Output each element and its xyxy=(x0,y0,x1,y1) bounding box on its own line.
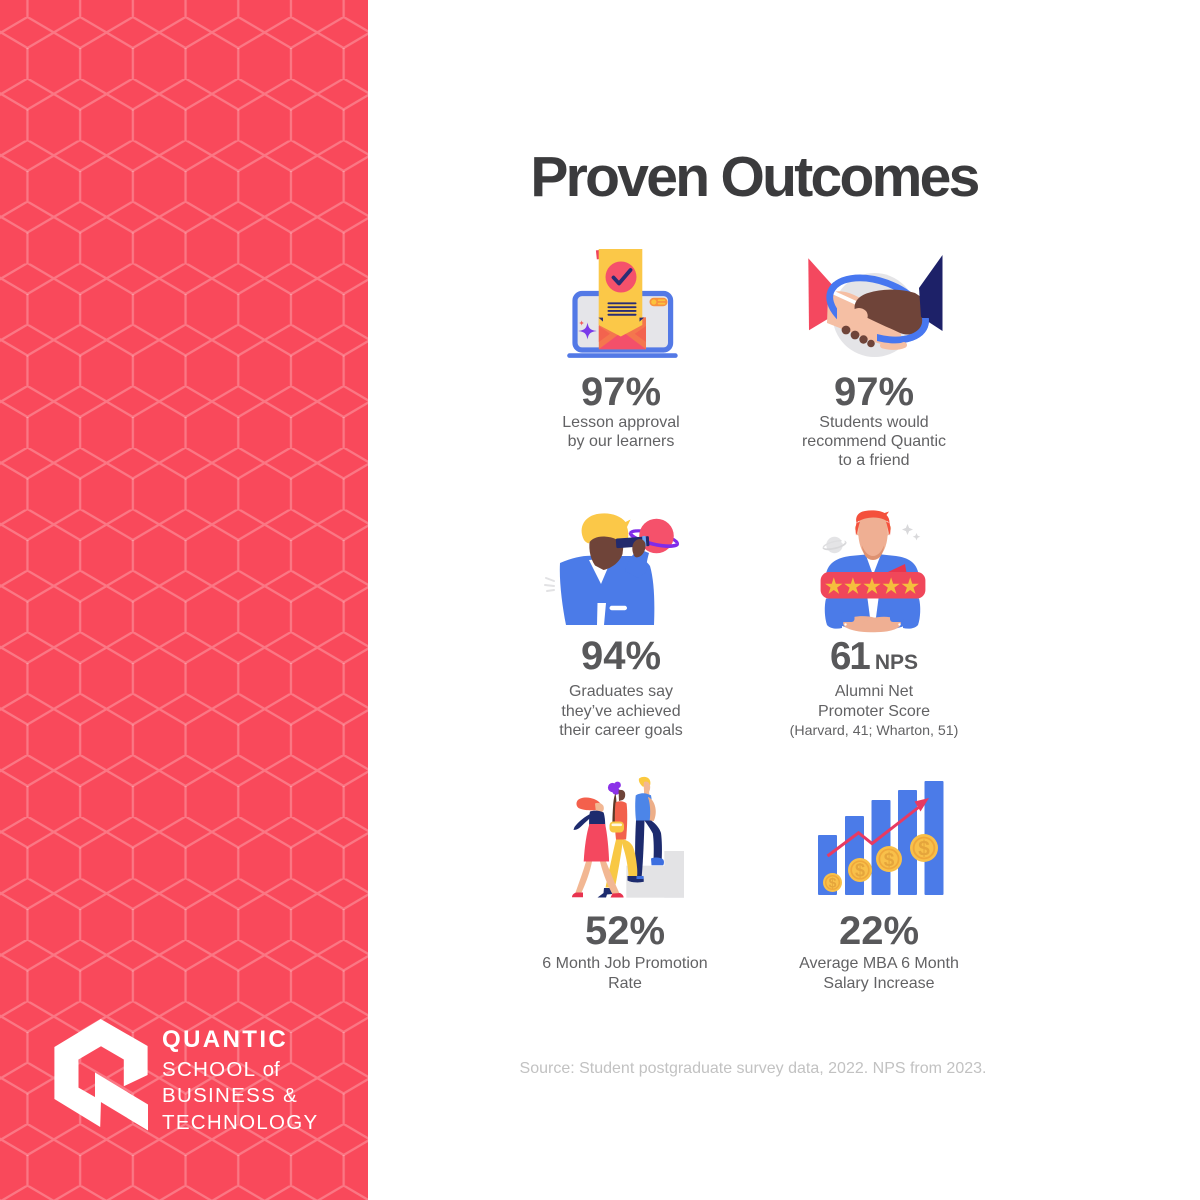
svg-text:$: $ xyxy=(884,850,895,871)
svg-text:$: $ xyxy=(855,861,865,881)
svg-text:$: $ xyxy=(829,875,837,891)
svg-text:$: $ xyxy=(918,838,930,861)
